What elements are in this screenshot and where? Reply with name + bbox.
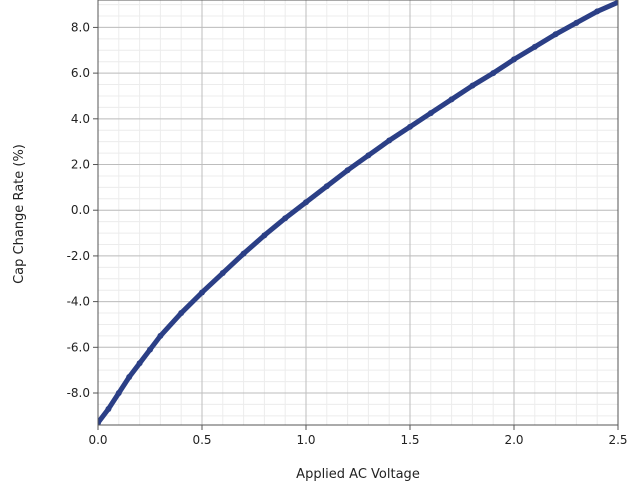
data-point [105,406,112,413]
data-point [261,232,268,239]
data-point [157,332,164,339]
data-point [552,31,559,38]
data-point [490,70,497,77]
data-point [126,374,133,381]
data-point [178,310,185,317]
data-point [407,123,413,130]
y-axis-ticks: -8.0 -6.0 -4.0 -2.0 0.0 2.0 4.0 6.0 8.0 [67,20,98,400]
data-point [511,56,517,63]
x-tick-label: 1.0 [296,433,315,447]
x-axis-ticks: 0.0 0.5 1.0 1.5 2.0 2.5 [88,425,628,447]
y-tick-label: 2.0 [71,158,90,172]
major-grid [97,0,619,425]
data-point [240,250,247,257]
data-point [98,419,101,425]
data-point [282,215,289,222]
x-tick-label: 2.5 [608,433,627,447]
data-point [615,0,618,6]
data-point [386,137,393,144]
data-point [115,390,122,397]
data-point [323,183,330,190]
y-tick-label: -4.0 [67,295,90,309]
y-tick-label: 0.0 [71,203,90,217]
data-point [448,96,455,103]
y-tick-label: -2.0 [67,249,90,263]
data-point [594,8,601,15]
y-tick-label: -8.0 [67,386,90,400]
y-axis-label: Cap Change Rate (%) [12,144,27,284]
y-tick-label: -6.0 [67,340,90,354]
x-axis-label: Applied AC Voltage [296,467,420,482]
plot-frame [97,0,619,426]
series-line [98,0,618,425]
x-tick-label: 2.0 [504,433,523,447]
x-tick-label: 1.5 [400,433,419,447]
data-point [147,346,153,353]
x-tick-label: 0.5 [192,433,211,447]
y-tick-label: 8.0 [71,20,90,34]
x-tick-label: 0.0 [88,433,107,447]
data-point [219,270,226,277]
data-point [427,110,434,117]
data-point [469,82,476,89]
data-point [365,152,372,159]
data-point [344,167,351,174]
data-point [199,289,205,296]
data-point [531,43,538,50]
data-point [136,360,143,367]
series-layer [98,0,618,425]
y-tick-label: 4.0 [71,112,90,126]
y-tick-label: 6.0 [71,66,90,80]
minor-grid [97,0,619,425]
data-point [573,19,580,26]
data-point [303,199,309,206]
